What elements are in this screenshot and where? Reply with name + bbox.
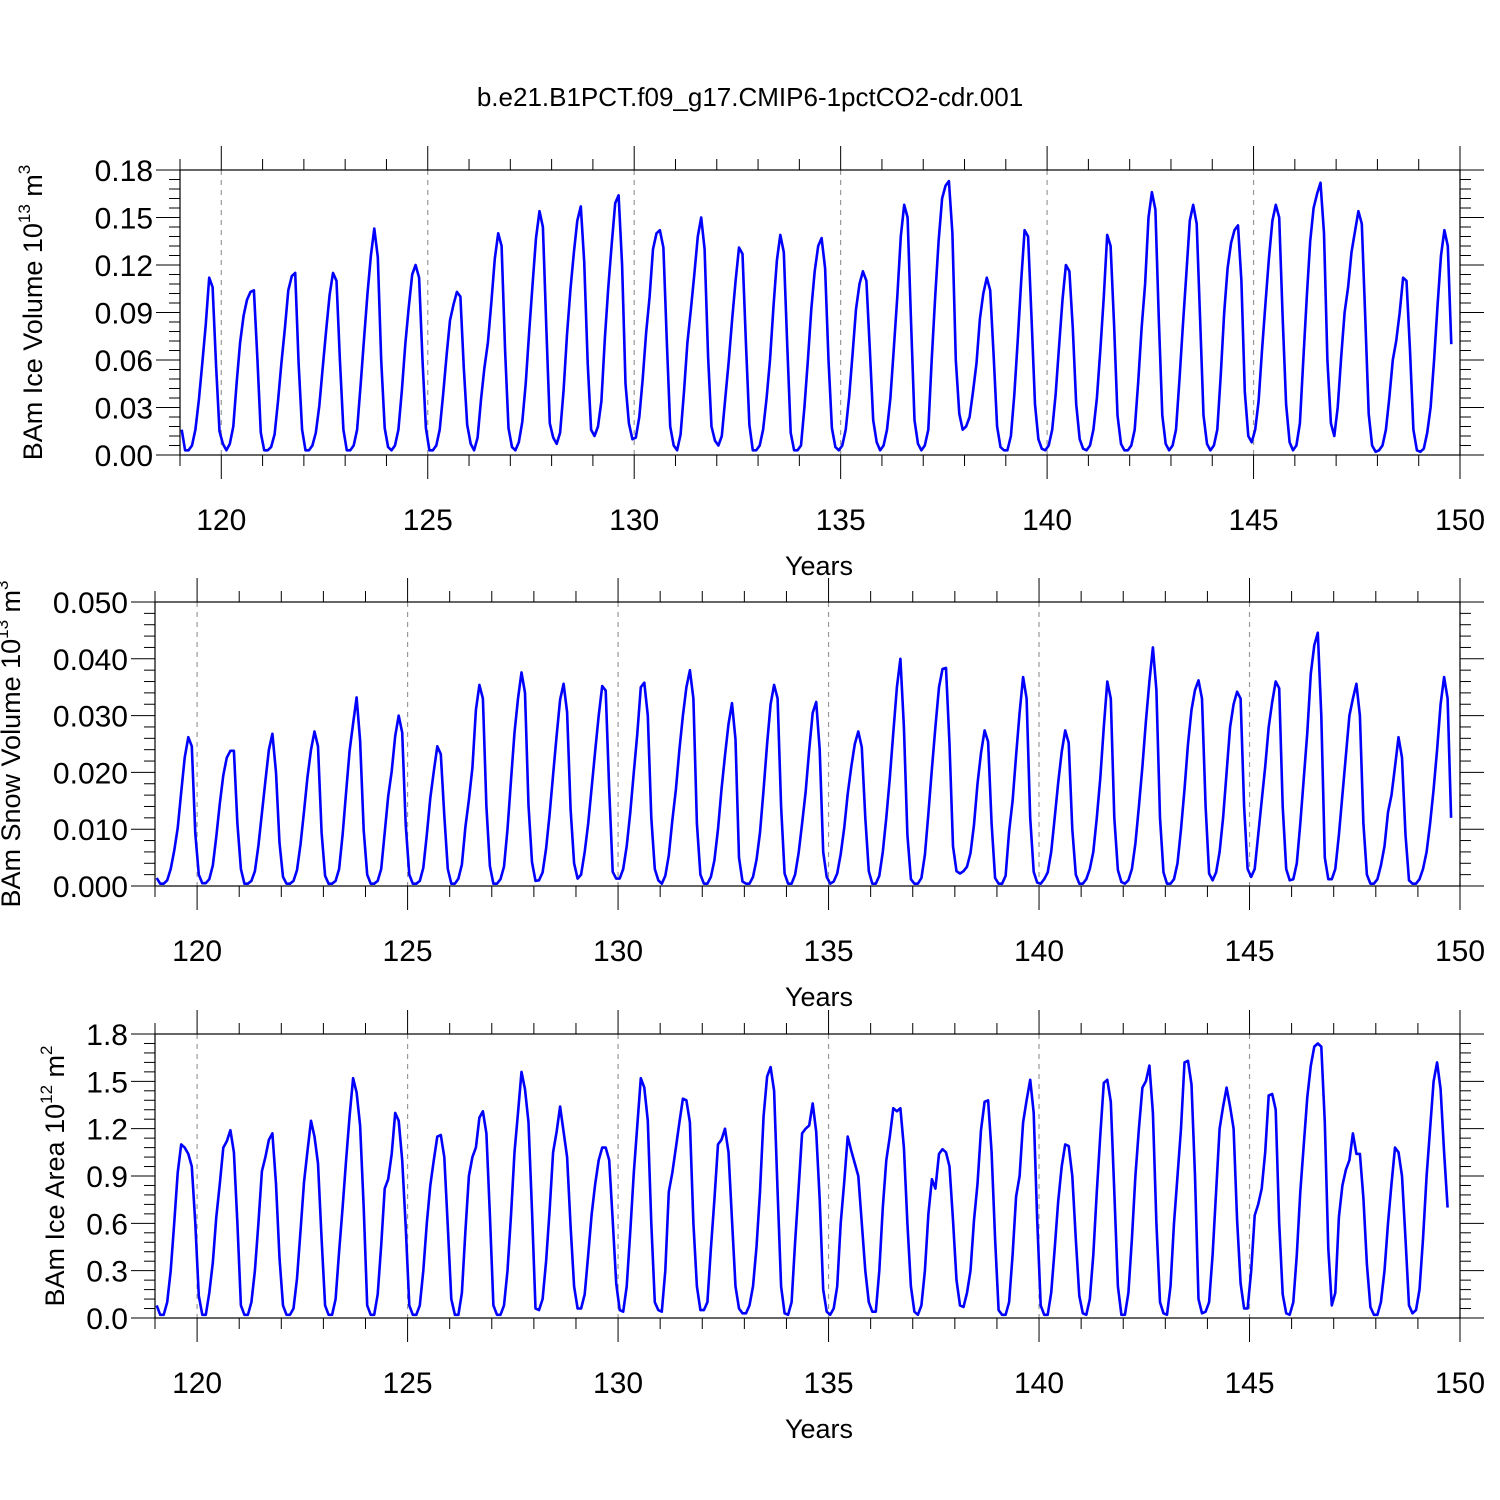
- y-axis-superscript: 13: [15, 204, 34, 223]
- snow-volume-x-tick-label: 135: [804, 935, 854, 968]
- ice-area-y-tick-label: 1.8: [86, 1019, 128, 1052]
- ice-volume-x-tick-label: 130: [609, 504, 659, 537]
- snow-volume-x-tick-label: 130: [593, 935, 643, 968]
- ice-volume-y-tick-label: 0.06: [95, 345, 153, 378]
- y-axis-unit: m: [18, 174, 48, 204]
- ice-area-x-tick-label: 135: [804, 1367, 854, 1400]
- y-axis-unit: m: [40, 1055, 70, 1085]
- snow-volume-x-axis-title: Years: [785, 982, 853, 1012]
- ice-volume-y-tick-label: 0.03: [95, 393, 153, 426]
- y-axis-superscript: 2: [37, 1046, 56, 1055]
- ice-volume-x-tick-label: 120: [196, 504, 246, 537]
- ice-volume-x-tick-label: 140: [1022, 504, 1072, 537]
- snow-volume-y-tick-label: 0.030: [53, 701, 128, 734]
- ice-volume-series-line: [180, 179, 1453, 454]
- snow-volume-x-tick-label: 150: [1435, 935, 1485, 968]
- snow-volume-panel: 0.000 0.010 0.020 0.030 0.040 0.050 120 125 130 1…: [0, 578, 1485, 1012]
- y-axis-superscript: 3: [15, 165, 34, 174]
- y-axis-label-text: BAm Snow Volume 10: [0, 639, 26, 908]
- ice-volume-y-tick-label: 0.09: [95, 298, 153, 331]
- ice-area-y-tick-label: 0.6: [86, 1208, 128, 1241]
- ice-volume-x-tick-label: 150: [1435, 504, 1485, 537]
- chart-title: b.e21.B1PCT.f09_g17.CMIP6-1pctCO2-cdr.00…: [477, 82, 1023, 112]
- ice-area-x-tick-label: 145: [1224, 1367, 1274, 1400]
- y-axis-superscript: 3: [0, 580, 12, 589]
- ice-volume-x-tick-label: 135: [816, 504, 866, 537]
- snow-volume-y-tick-label: 0.040: [53, 644, 128, 677]
- y-axis-superscript: 12: [37, 1085, 56, 1104]
- ice-volume-y-tick-label: 0.12: [95, 250, 153, 283]
- snow-volume-x-tick-label: 120: [172, 935, 222, 968]
- ice-volume-y-tick-label: 0.15: [95, 203, 153, 236]
- snow-volume-frame: [154, 601, 1461, 887]
- ice-area-x-axis-title: Years: [785, 1414, 853, 1444]
- y-axis-unit: m: [0, 590, 26, 620]
- ice-volume-x-axis-title: Years: [785, 551, 853, 581]
- ice-area-y-tick-label: 1.2: [86, 1114, 128, 1147]
- y-axis-label-text: BAm Ice Area 10: [40, 1104, 70, 1307]
- ice-volume-y-tick-label: 0.18: [95, 155, 153, 188]
- snow-volume-y-tick-label: 0.000: [53, 871, 128, 904]
- snow-volume-y-tick-label: 0.050: [53, 587, 128, 620]
- snow-volume-y-tick-label: 0.010: [53, 814, 128, 847]
- ice-area-y-tick-label: 0.0: [86, 1303, 128, 1336]
- ice-area-series-line: [155, 1042, 1449, 1317]
- ice-volume-x-tick-label: 125: [403, 504, 453, 537]
- ice-area-x-tick-label: 150: [1435, 1367, 1485, 1400]
- snow-volume-x-tick-label: 125: [383, 935, 433, 968]
- y-axis-superscript: 13: [0, 620, 12, 639]
- snow-volume-x-tick-label: 145: [1224, 935, 1274, 968]
- snow-volume-series-line: [155, 631, 1453, 886]
- ice-area-y-tick-label: 0.3: [86, 1256, 128, 1289]
- ice-volume-panel: 0.00 0.03 0.06 0.09 0.12 0.15 0.18 120 125 130 135…: [15, 146, 1485, 581]
- ice-area-x-tick-label: 120: [172, 1367, 222, 1400]
- ice-area-x-tick-label: 130: [593, 1367, 643, 1400]
- ice-area-y-tick-label: 0.9: [86, 1161, 128, 1194]
- y-axis-label-text: BAm Ice Volume 10: [18, 223, 48, 460]
- ice-volume-frame: [179, 169, 1461, 456]
- ice-area-x-tick-label: 140: [1014, 1367, 1064, 1400]
- ice-area-frame: [154, 1033, 1461, 1319]
- ice-area-y-tick-label: 1.5: [86, 1066, 128, 1099]
- snow-volume-y-axis-title: BAm Snow Volume 1013 m3: [0, 580, 26, 907]
- ice-area-panel: 0.0 0.3 0.6 0.9 1.2 1.5 1.8 120 125 130 135 140 145 1…: [37, 1010, 1485, 1444]
- ice-area-y-axis-title: BAm Ice Area 1012 m2: [37, 1046, 70, 1307]
- ice-volume-x-tick-label: 145: [1229, 504, 1279, 537]
- ice-area-x-tick-label: 125: [383, 1367, 433, 1400]
- ice-volume-y-axis-title: BAm Ice Volume 1013 m3: [15, 165, 48, 461]
- snow-volume-x-tick-label: 140: [1014, 935, 1064, 968]
- ice-volume-y-tick-label: 0.00: [95, 440, 153, 473]
- snow-volume-y-tick-label: 0.020: [53, 757, 128, 790]
